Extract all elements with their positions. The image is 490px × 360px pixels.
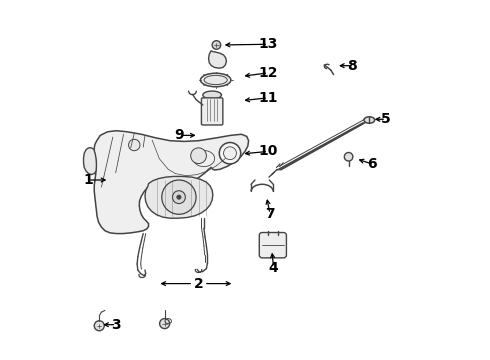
- Ellipse shape: [200, 73, 231, 87]
- Ellipse shape: [364, 117, 375, 123]
- Circle shape: [191, 148, 206, 163]
- Polygon shape: [209, 51, 226, 68]
- Polygon shape: [94, 131, 248, 234]
- Text: 1: 1: [83, 173, 93, 187]
- FancyBboxPatch shape: [201, 98, 223, 125]
- Text: 6: 6: [367, 157, 377, 171]
- Polygon shape: [145, 176, 213, 218]
- Text: 3: 3: [112, 318, 121, 332]
- Ellipse shape: [204, 75, 227, 85]
- Text: 11: 11: [258, 91, 278, 105]
- Text: 5: 5: [381, 112, 391, 126]
- Polygon shape: [83, 148, 97, 175]
- Text: 13: 13: [259, 37, 278, 51]
- Text: 7: 7: [265, 207, 275, 221]
- Circle shape: [172, 191, 185, 203]
- Circle shape: [223, 147, 237, 159]
- FancyBboxPatch shape: [259, 233, 287, 258]
- Circle shape: [94, 321, 104, 331]
- Circle shape: [160, 319, 170, 329]
- Text: 8: 8: [347, 59, 357, 73]
- Circle shape: [212, 41, 220, 49]
- Circle shape: [128, 139, 140, 151]
- Text: 9: 9: [174, 129, 184, 142]
- Circle shape: [162, 180, 196, 214]
- Circle shape: [220, 143, 241, 164]
- Ellipse shape: [203, 91, 221, 99]
- Circle shape: [177, 195, 181, 199]
- Text: 10: 10: [259, 144, 278, 158]
- Text: 2: 2: [194, 276, 203, 291]
- Text: 12: 12: [258, 66, 278, 80]
- Text: 4: 4: [269, 261, 278, 275]
- Circle shape: [344, 153, 353, 161]
